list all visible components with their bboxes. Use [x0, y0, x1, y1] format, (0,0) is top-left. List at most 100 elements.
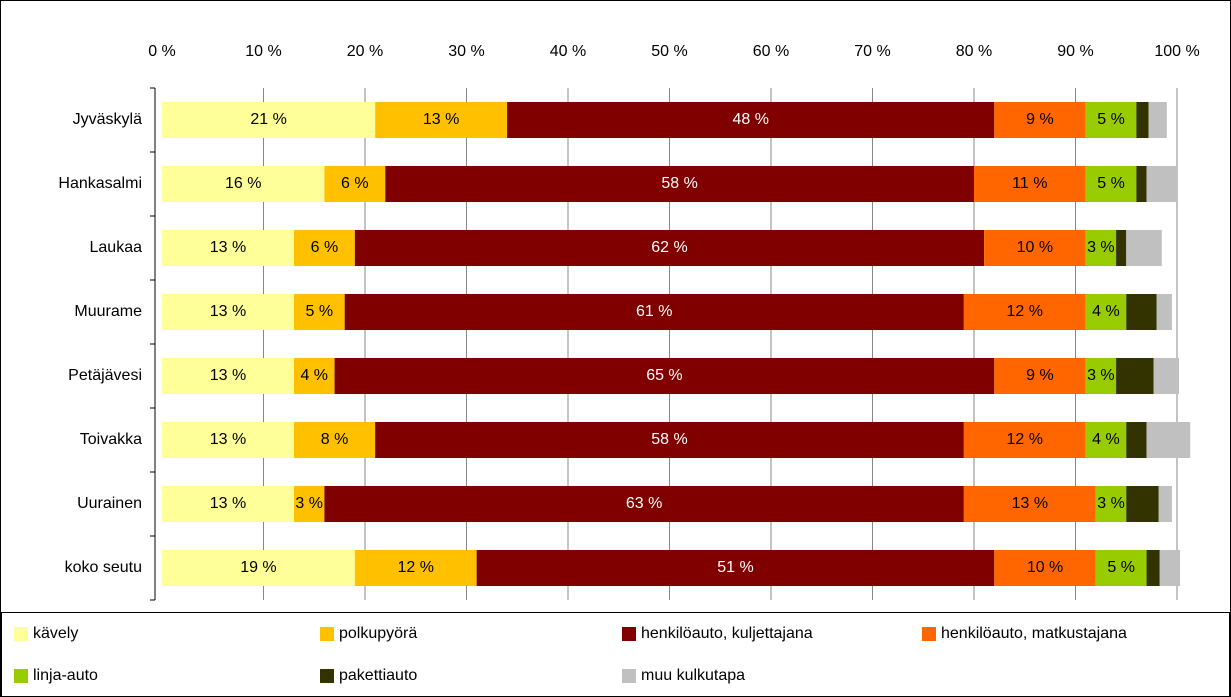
- bar-segment: [375, 102, 508, 138]
- data-label: 65 %: [646, 367, 682, 384]
- bar-segment: [1153, 358, 1180, 394]
- bar-segment: [324, 166, 386, 202]
- data-label: 21 %: [250, 111, 286, 128]
- bar-segment: [293, 422, 376, 458]
- bar-segment: [375, 422, 964, 458]
- bar-segment: [1158, 486, 1172, 522]
- data-label: 58 %: [651, 431, 687, 448]
- data-label: 6 %: [341, 175, 369, 192]
- data-label: 51 %: [717, 559, 753, 576]
- bar-segment: [162, 102, 376, 138]
- bar-segment: [162, 486, 294, 522]
- x-tick-label: 60 %: [753, 43, 789, 60]
- y-tick-label: Uurainen: [77, 495, 142, 512]
- data-label: 10 %: [1017, 239, 1053, 256]
- data-label: 13 %: [423, 111, 459, 128]
- bar-segment: [293, 358, 335, 394]
- data-label: 58 %: [661, 175, 697, 192]
- x-tick-label: 80 %: [956, 43, 992, 60]
- bar-segment: [1146, 166, 1177, 202]
- bar-segment: [1085, 230, 1117, 266]
- data-label: 3 %: [1087, 367, 1115, 384]
- bar-segment: [293, 294, 345, 330]
- bar-segment: [1085, 166, 1137, 202]
- x-tick-label: 100 %: [1154, 43, 1199, 60]
- data-label: 3 %: [1097, 495, 1125, 512]
- legend-label: henkilöauto, matkustajana: [941, 625, 1127, 642]
- x-tick-label: 30 %: [448, 43, 484, 60]
- data-label: 13 %: [210, 495, 246, 512]
- bar-segment: [1116, 358, 1154, 394]
- bar-segment: [994, 102, 1086, 138]
- data-label: 4 %: [1092, 303, 1120, 320]
- bar-segment: [1146, 550, 1160, 586]
- legend-label: linja-auto: [33, 667, 98, 684]
- y-tick-label: Jyväskylä: [73, 111, 142, 128]
- data-label: 6 %: [311, 239, 339, 256]
- data-label: 62 %: [651, 239, 687, 256]
- data-label: 4 %: [1092, 431, 1120, 448]
- data-label: 3 %: [295, 495, 323, 512]
- data-label: 4 %: [300, 367, 328, 384]
- y-tick-label: Laukaa: [90, 239, 143, 256]
- legend-swatch: [320, 627, 334, 641]
- legend-swatch: [622, 627, 636, 641]
- bar-segment: [354, 550, 477, 586]
- y-tick-label: Toivakka: [80, 431, 142, 448]
- bar-segment: [162, 294, 294, 330]
- bar-segment: [507, 102, 995, 138]
- bar-segment: [1116, 230, 1127, 266]
- data-label: 9 %: [1026, 111, 1054, 128]
- data-label: 13 %: [210, 239, 246, 256]
- data-label: 63 %: [626, 495, 662, 512]
- legend-label: pakettiauto: [339, 667, 417, 684]
- legend-swatch: [14, 627, 28, 641]
- data-label: 11 %: [1012, 175, 1047, 192]
- bar-segment: [1085, 294, 1127, 330]
- bar-segment: [1095, 550, 1147, 586]
- data-label: 5 %: [1097, 175, 1125, 192]
- data-label: 19 %: [240, 559, 276, 576]
- bar-segment: [324, 486, 964, 522]
- data-label: 16 %: [225, 175, 261, 192]
- data-label: 10 %: [1027, 559, 1063, 576]
- bar-segment: [1085, 102, 1137, 138]
- y-tick-label: Petäjävesi: [68, 367, 142, 384]
- data-label: 5 %: [1097, 111, 1125, 128]
- data-label: 9 %: [1026, 367, 1054, 384]
- data-label: 5 %: [306, 303, 334, 320]
- bar-segment: [476, 550, 995, 586]
- bar-segment: [1126, 230, 1162, 266]
- data-label: 13 %: [210, 431, 246, 448]
- bar-segment: [1148, 102, 1167, 138]
- bar-segment: [963, 486, 1096, 522]
- data-label: 48 %: [732, 111, 768, 128]
- data-label: 12 %: [398, 559, 434, 576]
- data-label: 5 %: [1107, 559, 1135, 576]
- bar-segment: [974, 166, 1086, 202]
- bar-segment: [1156, 294, 1172, 330]
- y-tick-label: Hankasalmi: [58, 175, 142, 192]
- bar-segment: [994, 550, 1096, 586]
- legend-swatch: [922, 627, 936, 641]
- legend-swatch: [622, 669, 636, 683]
- bar-segment: [162, 166, 325, 202]
- data-label: 61 %: [636, 303, 672, 320]
- bar-segment: [1136, 102, 1149, 138]
- y-tick-label: koko seutu: [65, 559, 142, 576]
- x-tick-label: 20 %: [347, 43, 383, 60]
- bar-segment: [162, 358, 294, 394]
- bar-segment: [994, 358, 1086, 394]
- x-tick-label: 0 %: [148, 43, 176, 60]
- data-label: 12 %: [1007, 303, 1043, 320]
- bar-segment: [162, 550, 355, 586]
- bar-segment: [344, 294, 964, 330]
- bar-segment: [1146, 422, 1191, 458]
- bar-segment: [334, 358, 995, 394]
- x-tick-label: 40 %: [550, 43, 586, 60]
- legend-label: henkilöauto, kuljettajana: [641, 625, 813, 642]
- data-label: 3 %: [1087, 239, 1115, 256]
- data-label: 13 %: [210, 303, 246, 320]
- legend-label: polkupyörä: [339, 625, 417, 642]
